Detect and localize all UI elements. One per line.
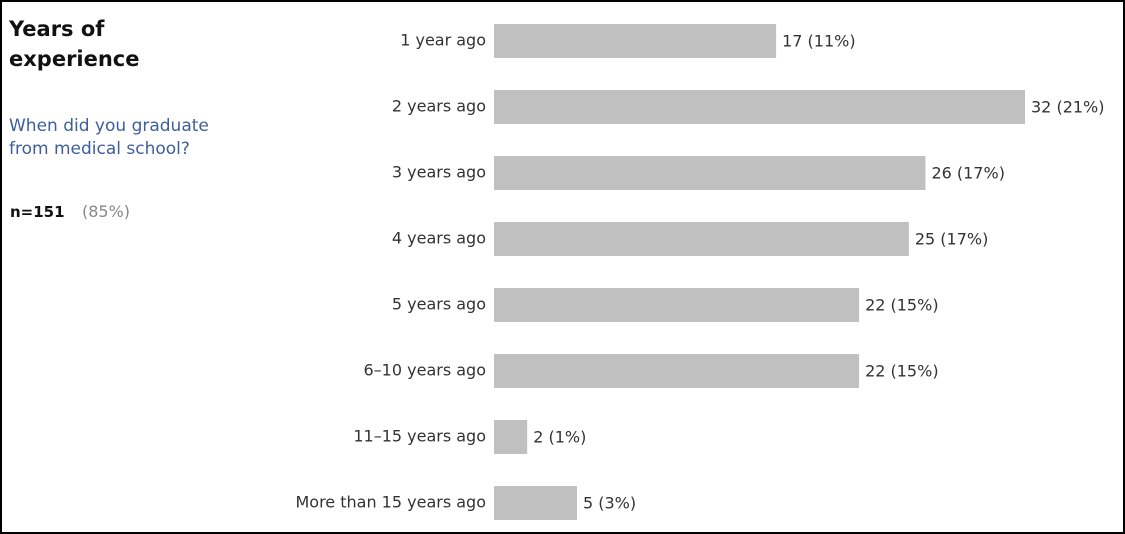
bar — [494, 222, 909, 256]
sample-size: n=151 — [10, 203, 65, 221]
category-label: 6–10 years ago — [364, 361, 487, 380]
category-label: 11–15 years ago — [353, 427, 486, 446]
bar — [494, 420, 528, 454]
bar — [494, 354, 860, 388]
value-label: 5 (3%) — [583, 494, 636, 513]
value-label: 26 (17%) — [931, 164, 1005, 183]
category-label: 1 year ago — [400, 31, 486, 50]
category-label: 5 years ago — [392, 295, 486, 314]
chart-title: Years of experience — [9, 17, 140, 71]
bar — [494, 486, 577, 520]
category-label: 3 years ago — [392, 163, 486, 182]
bar — [494, 90, 1025, 124]
response-rate: (85%) — [82, 202, 131, 221]
value-label: 22 (15%) — [865, 362, 939, 381]
category-label: 2 years ago — [392, 97, 486, 116]
bar — [494, 288, 860, 322]
value-label: 25 (17%) — [915, 230, 989, 249]
category-label: 4 years ago — [392, 229, 486, 248]
bar — [494, 156, 926, 190]
bar — [494, 24, 777, 58]
value-label: 22 (15%) — [865, 296, 939, 315]
value-label: 32 (21%) — [1031, 98, 1105, 117]
value-label: 17 (11%) — [782, 32, 856, 51]
subtitle: When did you graduate from medical schoo… — [9, 116, 209, 159]
category-label: More than 15 years ago — [295, 493, 486, 512]
value-label: 2 (1%) — [533, 428, 586, 447]
